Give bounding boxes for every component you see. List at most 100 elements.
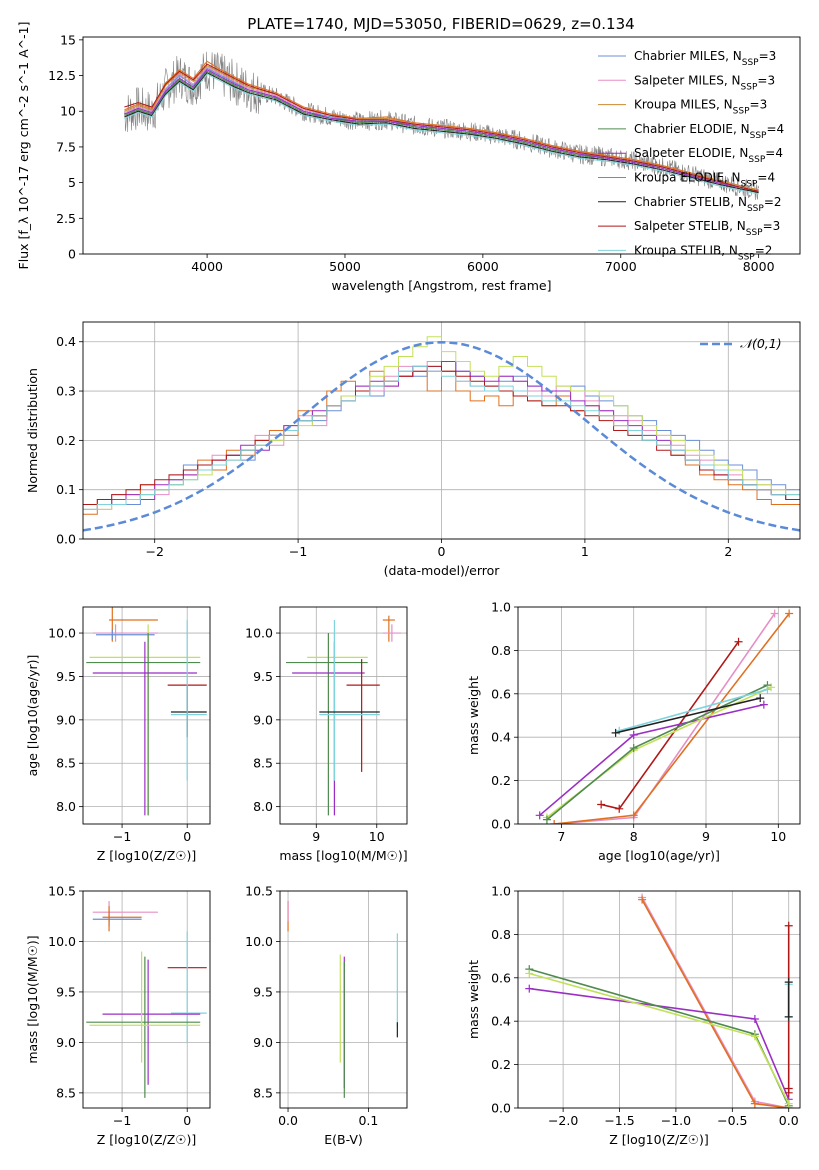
legend-label-rest: =4 xyxy=(757,171,775,185)
histogram-step xyxy=(83,365,800,539)
series-line xyxy=(529,972,790,1105)
y-tick-label: 15 xyxy=(60,32,76,47)
x-tick-label: −1.5 xyxy=(604,1113,634,1128)
data-marker xyxy=(756,694,765,703)
x-axis-label: age [log10(age/yr)] xyxy=(598,848,720,863)
x-axis-label: Z [log10(Z/Z☉)] xyxy=(97,1132,197,1147)
x-tick-label: 5000 xyxy=(329,259,361,274)
data-marker xyxy=(611,728,620,737)
plot-area xyxy=(86,607,207,816)
y-tick-label: 10.5 xyxy=(245,884,273,899)
legend-subscript: SSP xyxy=(750,131,767,141)
series-line xyxy=(641,899,789,1108)
legend-label: Salpeter MILES, NSSP=3 xyxy=(634,73,775,92)
y-tick-label: 0.4 xyxy=(491,730,511,745)
y-tick-label: 8.5 xyxy=(56,756,76,771)
x-tick-label: −0.5 xyxy=(717,1113,747,1128)
legend-label: 𝒩(0,1) xyxy=(740,336,782,351)
data-marker xyxy=(784,1099,793,1108)
y-tick-label: 10.5 xyxy=(48,884,76,899)
data-marker xyxy=(629,811,638,820)
x-tick-label: 4000 xyxy=(191,259,223,274)
y-axis-label: mass weight xyxy=(466,960,481,1039)
legend-label-rest: =2 xyxy=(764,195,782,209)
series-line xyxy=(529,987,790,1100)
x-tick-label: −1 xyxy=(113,1113,131,1128)
data-marker xyxy=(750,1015,759,1024)
x-tick-label: 9 xyxy=(312,829,320,844)
data-marker xyxy=(750,1032,759,1041)
series-line xyxy=(124,72,759,194)
y-tick-label: 9.0 xyxy=(56,712,76,727)
y-axis-label: mass weight xyxy=(466,676,481,755)
axes-frame xyxy=(82,606,211,825)
chart-mass_vs_ebv: 0.0 0.1 8.5 9.0 9.5 10.0 10.5 E(B-V) xyxy=(245,884,408,1147)
x-tick-label: −1 xyxy=(289,544,307,559)
legend-subscript: SSP xyxy=(738,252,755,262)
data-marker xyxy=(767,683,776,692)
legend-label: Salpeter STELIB, NSSP=3 xyxy=(634,219,780,238)
legend-label-rest: =4 xyxy=(766,122,784,136)
y-tick-label: 0.6 xyxy=(491,686,511,701)
y-tick-label: 8.5 xyxy=(253,1085,273,1100)
x-axis-label: Z [log10(Z/Z☉)] xyxy=(609,1132,709,1147)
data-marker xyxy=(770,609,779,618)
y-tick-label: 5 xyxy=(68,175,76,190)
x-tick-label: 6000 xyxy=(467,259,499,274)
y-tick-label: 8.0 xyxy=(56,799,76,814)
legend-label-rest: =3 xyxy=(750,98,768,112)
series-line xyxy=(601,641,740,810)
series-line xyxy=(618,688,768,732)
x-tick-label: 0 xyxy=(183,829,191,844)
legend-label-rest: =2 xyxy=(755,243,773,257)
y-tick-label: 0.1 xyxy=(56,482,76,497)
chart-residuals: 𝒩(0,1) −2 −1 0 1 2 0.0 0.1 0.2 0.3 0.4 (data-model)… xyxy=(25,321,801,578)
chart-age_vs_mass: 9 10 8.0 8.5 9.0 9.5 10.0 mass [log10(M/M☉)] xyxy=(245,606,408,863)
series-line xyxy=(529,968,790,1107)
plot-area xyxy=(83,336,800,539)
plot-area xyxy=(124,51,759,201)
x-tick-label: 10 xyxy=(369,829,385,844)
y-tick-label: 9.0 xyxy=(56,1035,76,1050)
data-marker xyxy=(525,969,534,978)
series-line xyxy=(546,684,768,821)
x-tick-label: 7000 xyxy=(605,259,637,274)
data-marker xyxy=(734,637,743,646)
y-axis-label: mass [log10(M/M☉)] xyxy=(25,935,40,1063)
data-marker xyxy=(615,804,624,813)
data-marker xyxy=(763,685,772,694)
y-tick-label: 10 xyxy=(60,104,76,119)
x-tick-label: 8000 xyxy=(743,259,775,274)
histogram-step xyxy=(83,365,800,539)
y-axis-label: Normed distribution xyxy=(25,368,40,493)
legend-label: Kroupa ELODIE, NSSP=4 xyxy=(634,171,775,190)
axes-frame xyxy=(279,606,408,825)
y-tick-label: 8.5 xyxy=(56,1085,76,1100)
data-marker xyxy=(550,820,559,824)
plot-area xyxy=(535,609,794,824)
x-tick-label: −2.0 xyxy=(548,1113,578,1128)
y-tick-label: 9.0 xyxy=(253,712,273,727)
y-tick-label: 8.5 xyxy=(253,756,273,771)
y-tick-label: 1.0 xyxy=(491,884,511,899)
data-spectrum xyxy=(124,51,759,201)
series-line xyxy=(124,69,759,192)
axes-frame xyxy=(517,890,801,1109)
y-tick-label: 0.2 xyxy=(491,773,511,788)
x-tick-label: −1 xyxy=(113,829,131,844)
y-tick-label: 0.4 xyxy=(491,1014,511,1029)
y-tick-label: 0.6 xyxy=(491,970,511,985)
chart-age_vs_Z: −1 0 8.0 8.5 9.0 9.5 10.0 Z [log10(Z/Z☉)] age [l… xyxy=(25,606,211,863)
x-axis-label: (data-model)/error xyxy=(384,563,501,578)
plot-area xyxy=(286,615,401,816)
legend-label: Chabrier ELODIE, NSSP=4 xyxy=(634,122,784,141)
normal-curve xyxy=(83,340,800,532)
figure-title: PLATE=1740, MJD=53050, FIBERID=0629, z=0… xyxy=(247,15,634,33)
y-axis-label: age [log10(age/yr)] xyxy=(25,655,40,777)
y-tick-label: 10.0 xyxy=(245,626,273,641)
x-tick-label: 0.0 xyxy=(779,1113,799,1128)
y-tick-label: 9.5 xyxy=(56,669,76,684)
legend-subscript: SSP xyxy=(741,82,758,92)
data-marker xyxy=(784,1088,793,1097)
legend-label-rest: =3 xyxy=(757,73,775,87)
